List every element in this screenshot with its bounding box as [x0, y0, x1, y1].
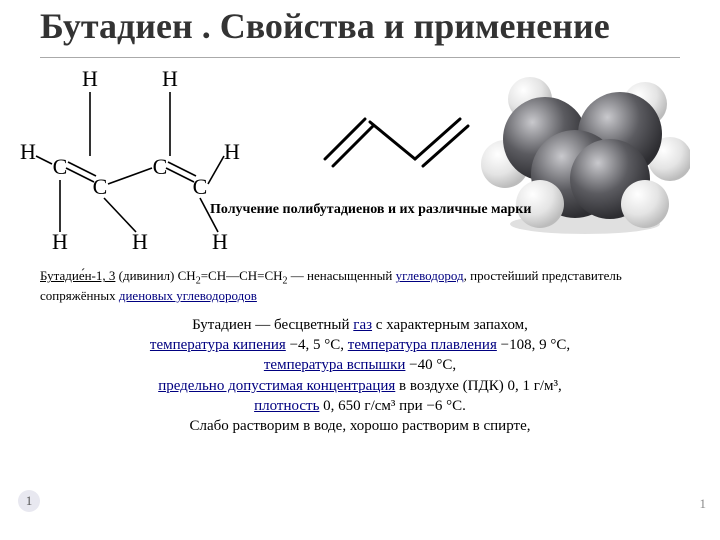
def-text: — ненасыщенный	[288, 268, 396, 283]
page-number-left: 1	[18, 490, 40, 512]
atom-h: H	[162, 66, 178, 91]
density-link[interactable]: плотность	[254, 398, 319, 414]
body-line: Бутадиен — бесцветный	[192, 317, 353, 333]
atom-h: H	[20, 139, 36, 164]
atom-h: H	[132, 229, 148, 254]
figure-row: H H H H C C C C H H H	[40, 64, 680, 264]
body-line: с характерным запахом,	[372, 317, 528, 333]
def-text: (дивинил) CH	[115, 268, 195, 283]
figure-caption: Получение полибутадиенов и их различные …	[210, 202, 531, 218]
atom-c: C	[153, 154, 168, 179]
body-line: −4, 5 °C,	[286, 337, 348, 353]
body-line: −108, 9 °C,	[497, 337, 570, 353]
hydrocarbon-link[interactable]: углеводород	[396, 268, 464, 283]
definition-paragraph: Бутадие́н-1, 3 (дивинил) CH2=CH—CH=CH2 —…	[40, 268, 680, 304]
body-line: в воздухе (ПДК) 0, 1 г/м³,	[395, 378, 562, 394]
atom-c: C	[53, 154, 68, 179]
body-line: −40 °C,	[405, 357, 456, 373]
page-number-right: 1	[700, 496, 707, 512]
structural-formula: H H H H C C C C H H H	[0, 64, 260, 264]
boiling-point-link[interactable]: температура кипения	[150, 337, 286, 353]
diene-link[interactable]: диеновых углеводородов	[119, 288, 257, 303]
gas-link[interactable]: газ	[353, 317, 372, 333]
atom-h: H	[212, 229, 228, 254]
skeletal-formula	[315, 94, 485, 184]
body-line: 0, 650 г/см³ при −6 °C.	[319, 398, 465, 414]
atom-h: H	[52, 229, 68, 254]
melting-point-link[interactable]: температура плавления	[348, 337, 497, 353]
body-paragraph: Бутадиен — бесцветный газ с характерным …	[40, 315, 680, 437]
body-line: Слабо растворим в воде, хорошо растворим…	[190, 418, 531, 434]
atom-c: C	[193, 174, 208, 199]
atom-h: H	[224, 139, 240, 164]
def-text: =CH—CH=CH	[201, 268, 283, 283]
atom-h: H	[82, 66, 98, 91]
flash-point-link[interactable]: температура вспышки	[264, 357, 406, 373]
pdk-link[interactable]: предельно допустимая концентрация	[158, 378, 395, 394]
page-title: Бутадиен . Свойства и применение	[0, 0, 720, 51]
compound-name: Бутадие́н-1, 3	[40, 268, 115, 283]
atom-c: C	[93, 174, 108, 199]
